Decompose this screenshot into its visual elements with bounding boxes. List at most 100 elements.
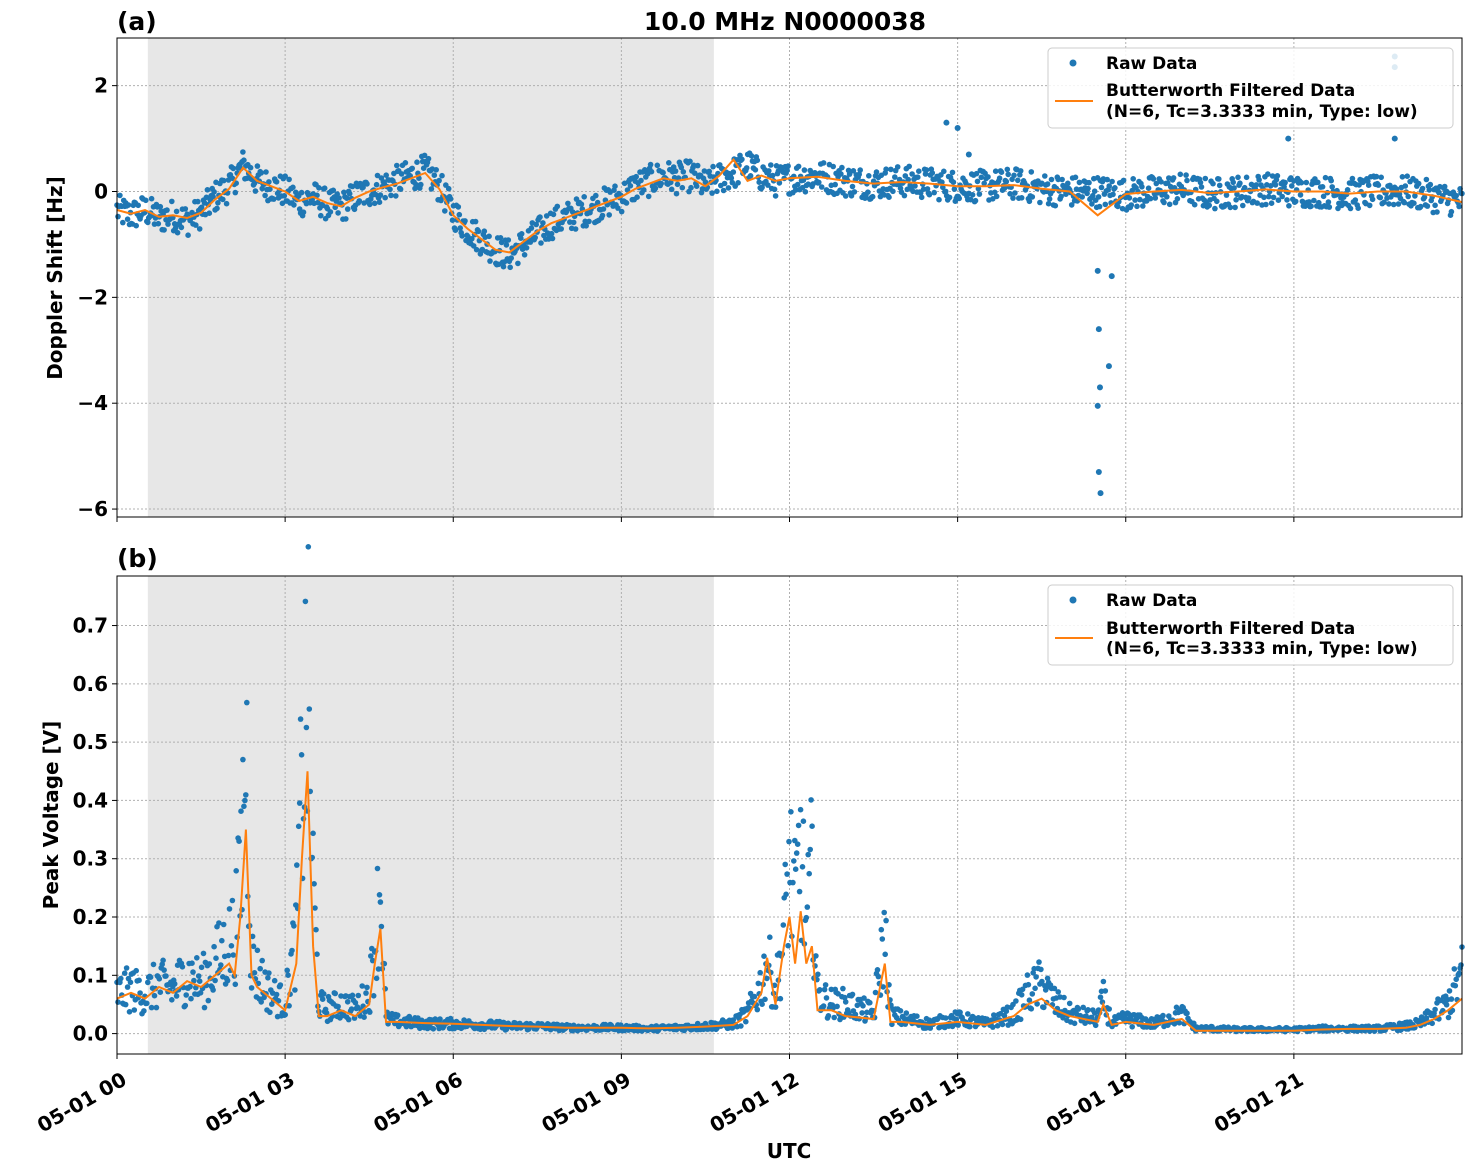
panel-b-raw-point bbox=[1032, 985, 1038, 992]
panel-a-raw-point bbox=[974, 178, 981, 185]
panel-a-raw-point bbox=[1448, 208, 1455, 215]
panel-b-raw-point bbox=[767, 934, 773, 940]
panel-b-raw-point bbox=[136, 977, 142, 984]
panel-a-raw-point bbox=[1386, 201, 1392, 207]
panel-b-y-ticks: 0.7 0.6 0.5 0.4 0.3 0.2 0.1 0.0 bbox=[73, 614, 117, 1046]
panel-a-raw-point bbox=[172, 225, 179, 231]
panel-a-raw-point bbox=[1284, 197, 1290, 203]
panel-b-raw-point bbox=[311, 881, 317, 887]
panel-a-outlier-point-3 bbox=[1094, 267, 1101, 274]
panel-a-raw-point bbox=[1068, 202, 1075, 208]
panel-a-raw-point bbox=[550, 211, 557, 218]
panel-a-raw-point bbox=[503, 242, 510, 248]
figure-title: 10.0 MHz N0000038 bbox=[644, 7, 926, 36]
panel-a-raw-point bbox=[1018, 195, 1025, 201]
panel-b-raw-point bbox=[820, 1003, 827, 1009]
panel-a-raw-point bbox=[1325, 199, 1332, 205]
panel-a-raw-point bbox=[1017, 168, 1024, 174]
panel-a-raw-point bbox=[232, 189, 239, 196]
panel-b-raw-point bbox=[169, 997, 175, 1003]
panel-a-raw-point bbox=[1243, 174, 1250, 181]
panel-a-raw-point bbox=[473, 246, 480, 253]
panel-a-raw-point bbox=[367, 201, 373, 208]
panel-a-raw-point bbox=[981, 180, 987, 187]
panel-b-raw-point bbox=[124, 984, 131, 990]
panel-a-raw-point bbox=[728, 175, 735, 181]
panel-a-raw-point bbox=[633, 173, 639, 180]
panel-a-raw-point bbox=[1297, 192, 1304, 198]
panel-b-raw-point bbox=[1041, 1004, 1047, 1011]
panel-a-raw-point bbox=[223, 200, 230, 207]
panel-a-raw-point bbox=[673, 190, 680, 197]
panel-b-raw-point bbox=[196, 978, 203, 984]
panel-b-raw-point bbox=[903, 1010, 910, 1016]
panel-b-raw-point bbox=[1029, 991, 1036, 997]
panel-b-raw-point bbox=[743, 1018, 749, 1025]
panel-a-raw-point bbox=[600, 206, 607, 212]
panel-b-raw-point bbox=[243, 792, 249, 798]
panel-b-raw-point bbox=[790, 879, 796, 886]
panel-a-raw-point bbox=[1095, 194, 1102, 200]
panel-b-raw-point bbox=[303, 724, 310, 731]
panel-b-raw-point bbox=[282, 1011, 289, 1018]
panel-a-raw-point bbox=[1206, 202, 1212, 209]
panel-b-raw-point bbox=[251, 970, 258, 976]
panel-a-raw-point bbox=[890, 188, 896, 195]
panel-b-raw-point bbox=[754, 1006, 761, 1013]
panel-a-raw-point bbox=[969, 192, 976, 198]
panel-a-raw-point bbox=[1375, 182, 1382, 188]
panel-a-raw-point bbox=[652, 185, 659, 192]
panel-b-ytick-label-1: 0.6 bbox=[73, 672, 108, 696]
panel-a-shaded-interval bbox=[147, 38, 714, 517]
panel-a-raw-point bbox=[1292, 198, 1299, 205]
panel-b-raw-point bbox=[250, 943, 257, 950]
panel-a-raw-point bbox=[702, 179, 709, 185]
panel-a-raw-point bbox=[851, 189, 858, 195]
panel-a-raw-point bbox=[692, 170, 698, 176]
panel-a-raw-point bbox=[1046, 196, 1053, 202]
panel-a-raw-point bbox=[327, 209, 334, 215]
panel-a-raw-point bbox=[449, 217, 456, 223]
panel-a-raw-point bbox=[725, 185, 732, 191]
panel-a-raw-point bbox=[1320, 193, 1327, 200]
panel-a-raw-point bbox=[344, 195, 350, 201]
panel-b-raw-point bbox=[437, 1016, 443, 1022]
panel-a-raw-point bbox=[1402, 183, 1409, 189]
panel-a-raw-point bbox=[1279, 193, 1285, 200]
panel-a-raw-point bbox=[730, 169, 737, 175]
panel-a-raw-point bbox=[570, 219, 577, 226]
panel-a-raw-point bbox=[259, 185, 266, 192]
panel-a-raw-point bbox=[145, 219, 151, 226]
panel-a-raw-point bbox=[336, 195, 342, 201]
panel-b-raw-point bbox=[200, 950, 207, 957]
panel-b-raw-point bbox=[191, 977, 197, 984]
panel-a-raw-point bbox=[856, 171, 862, 178]
panel-a-raw-point bbox=[1427, 181, 1434, 188]
panel-b-raw-point bbox=[292, 987, 298, 993]
panel-a-raw-point bbox=[660, 169, 666, 176]
panel-b-raw-point bbox=[755, 980, 762, 987]
panel-a-raw-point bbox=[869, 193, 876, 200]
panel-a-raw-point bbox=[1085, 185, 1091, 192]
panel-b-raw-point bbox=[1083, 1013, 1089, 1019]
panel-b-raw-point bbox=[188, 995, 194, 1002]
panel-b-raw-point bbox=[806, 870, 812, 877]
panel-a-raw-point bbox=[1328, 177, 1334, 184]
panel-b-raw-point bbox=[344, 999, 351, 1005]
panel-a-raw-point bbox=[1164, 194, 1170, 200]
panel-a-raw-point bbox=[455, 204, 462, 210]
panel-a-y-ticks: 2 0 −2 −4 −6 bbox=[77, 74, 117, 521]
panel-a-raw-point bbox=[612, 183, 618, 189]
panel-b-raw-point bbox=[784, 871, 790, 877]
panel-a-raw-point bbox=[972, 197, 979, 204]
panel-b-raw-point bbox=[319, 996, 326, 1002]
panel-a-raw-point bbox=[1227, 204, 1234, 211]
panel-a-raw-point bbox=[500, 263, 507, 270]
panel-b-raw-point bbox=[772, 1004, 779, 1010]
panel-b-raw-point bbox=[284, 967, 291, 974]
panel-b-raw-point bbox=[218, 962, 224, 968]
panel-a-raw-point bbox=[818, 184, 825, 190]
panel-a-raw-point bbox=[330, 187, 337, 194]
panel-a-raw-point bbox=[1003, 178, 1010, 185]
panel-a-outlier-point-5 bbox=[1096, 384, 1103, 391]
